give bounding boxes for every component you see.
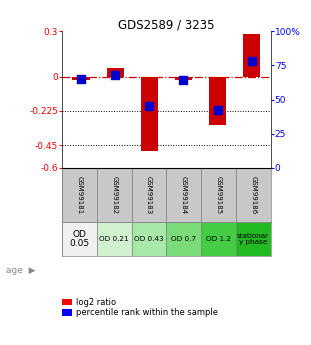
Text: GSM99184: GSM99184	[181, 176, 187, 214]
Bar	[175, 77, 192, 80]
Bar	[236, 168, 271, 222]
Bar	[62, 168, 97, 222]
Bar	[62, 222, 97, 256]
Bar	[97, 168, 132, 222]
Bar	[132, 168, 166, 222]
Point	[78, 76, 83, 82]
Text: OD 0.7: OD 0.7	[171, 236, 196, 242]
Text: OD 0.43: OD 0.43	[134, 236, 164, 242]
Text: GSM99182: GSM99182	[111, 176, 117, 214]
Bar	[132, 222, 166, 256]
Point	[249, 58, 254, 64]
Text: stationar
y phase: stationar y phase	[237, 233, 269, 245]
Bar	[166, 168, 201, 222]
Bar	[236, 222, 271, 256]
Text: age  ▶: age ▶	[6, 266, 36, 275]
Bar	[201, 222, 236, 256]
Title: GDS2589 / 3235: GDS2589 / 3235	[118, 18, 215, 31]
Text: log2 ratio: log2 ratio	[76, 298, 116, 307]
Bar	[166, 222, 201, 256]
Bar	[243, 34, 260, 77]
Text: OD 1.2: OD 1.2	[206, 236, 231, 242]
Bar	[141, 77, 158, 151]
Bar	[107, 68, 124, 77]
Point	[147, 104, 152, 109]
Bar	[209, 77, 226, 125]
Point	[113, 72, 118, 78]
Text: GSM99183: GSM99183	[146, 176, 152, 214]
Text: OD 0.21: OD 0.21	[100, 236, 129, 242]
Text: percentile rank within the sample: percentile rank within the sample	[76, 308, 218, 317]
Text: OD
0.05: OD 0.05	[69, 229, 90, 248]
Bar	[72, 77, 90, 80]
Text: GSM99181: GSM99181	[77, 176, 82, 214]
Point	[181, 78, 186, 83]
Text: GSM99185: GSM99185	[216, 176, 221, 214]
Text: GSM99186: GSM99186	[250, 176, 256, 214]
Point	[215, 108, 220, 113]
Bar	[97, 222, 132, 256]
Bar	[201, 168, 236, 222]
